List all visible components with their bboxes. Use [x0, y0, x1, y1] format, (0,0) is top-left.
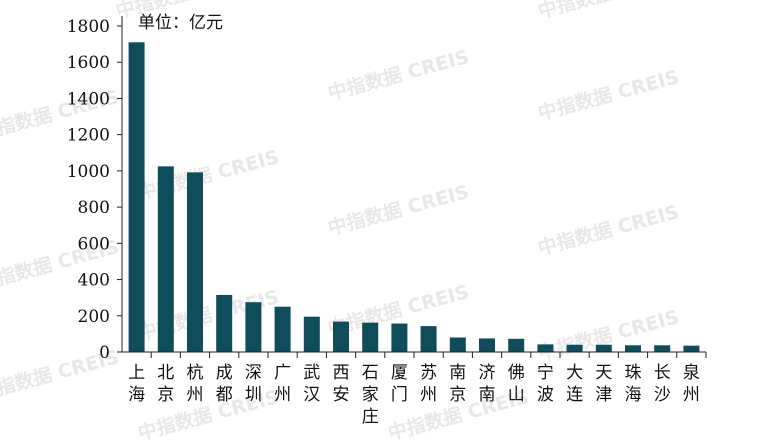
x-tick-label: 南京	[449, 363, 466, 405]
y-tick-label: 200	[78, 307, 110, 327]
x-tick-label: 广州	[274, 363, 291, 405]
watermark-text: 中指数据 CREIS	[535, 305, 681, 365]
x-tick-label: 深圳	[245, 363, 262, 405]
bar	[420, 326, 437, 352]
y-tick-label: 1800	[67, 17, 110, 37]
y-tick-labels: 0 200 400 600 800 1000 1200 1400 1600 1800	[67, 17, 110, 363]
bar	[391, 323, 408, 352]
bar	[683, 345, 700, 352]
x-tick-label: 长沙	[654, 363, 671, 405]
bar	[274, 306, 291, 352]
x-tick-label: 厦门	[391, 363, 408, 405]
x-tick-label: 宁波	[537, 363, 554, 405]
bar	[449, 337, 466, 352]
y-tick-label: 400	[78, 271, 110, 291]
watermark-text: 中指数据 CREIS	[325, 180, 471, 240]
x-tick-label: 济南	[479, 363, 496, 405]
axes-group	[117, 16, 707, 358]
bar	[566, 344, 583, 352]
x-tick-label: 泉州	[683, 363, 700, 405]
bar	[537, 344, 554, 352]
y-tick-label: 1600	[67, 53, 110, 73]
x-tick-label: 佛山	[508, 363, 525, 405]
bar	[333, 321, 349, 352]
unit-label: 单位：亿元	[138, 13, 223, 33]
bar	[508, 338, 525, 352]
bar	[654, 345, 671, 352]
watermark-text: 中指数据 CREIS	[535, 0, 681, 23]
y-tick-label: 600	[78, 234, 110, 254]
bars-group	[128, 42, 700, 353]
x-tick-label: 武汉	[303, 363, 320, 405]
y-tick-label: 1400	[67, 89, 110, 109]
bar	[479, 338, 495, 352]
bar	[595, 344, 612, 352]
bar	[128, 42, 145, 353]
x-tick-label: 大连	[566, 363, 583, 405]
watermark-text: 中指数据 CREIS	[535, 200, 681, 260]
bar	[187, 172, 203, 352]
y-tick-label: 1000	[67, 162, 110, 182]
x-tick-label: 石家庄	[362, 363, 379, 427]
watermark-text: 中指数据 CREIS	[325, 45, 471, 105]
watermark-text: 中指数据 CREIS	[135, 145, 281, 205]
x-tick-labels: 上海北京杭州成都深圳广州武汉西安石家庄厦门苏州南京济南佛山宁波大连天津珠海长沙泉…	[128, 363, 700, 427]
y-tick-label: 800	[78, 198, 110, 218]
bar	[245, 302, 262, 352]
x-tick-label: 北京	[157, 363, 174, 405]
x-tick-label: 天津	[595, 363, 612, 405]
bar	[303, 316, 320, 352]
watermark-text: 中指数据 CREIS	[535, 65, 681, 125]
x-tick-label: 苏州	[420, 363, 437, 405]
bar	[216, 294, 233, 352]
bar	[157, 166, 174, 352]
x-tick-label: 珠海	[625, 363, 642, 405]
y-tick-label: 0	[99, 343, 110, 363]
x-tick-label: 西安	[333, 363, 350, 405]
x-tick-label: 上海	[128, 363, 145, 405]
y-tick-label: 1200	[67, 126, 110, 146]
bar	[625, 345, 641, 352]
bar	[362, 322, 379, 352]
x-tick-label: 杭州	[187, 363, 204, 405]
x-tick-label: 成都	[216, 363, 233, 405]
